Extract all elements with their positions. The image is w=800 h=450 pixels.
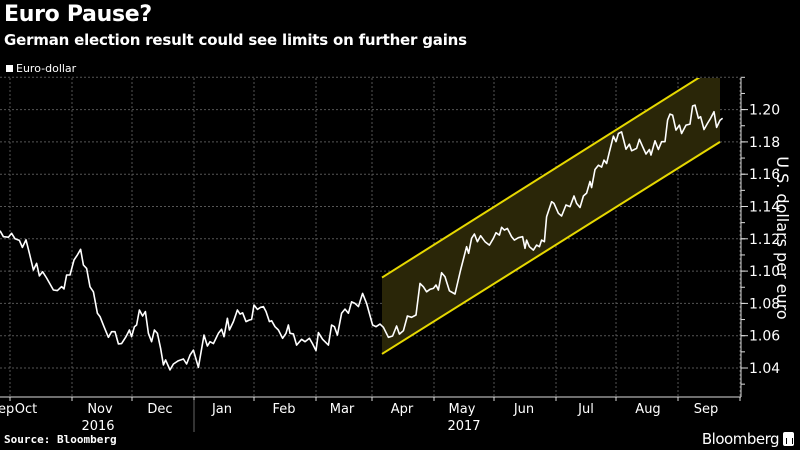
y-tick-label: 1.08 xyxy=(749,296,780,312)
bloomberg-terminal-icon xyxy=(783,432,794,446)
legend-swatch xyxy=(6,65,13,72)
y-tick-label: 1.04 xyxy=(749,361,780,377)
legend-label: Euro-dollar xyxy=(16,62,77,75)
x-tick-label: Nov xyxy=(87,402,113,417)
y-tick-label: 1.18 xyxy=(749,135,780,151)
x-tick-label: Dec xyxy=(147,402,172,417)
y-tick-label: 1.12 xyxy=(749,232,780,248)
x-tick-label: Sep xyxy=(0,402,14,417)
x-tick-label: May xyxy=(449,402,476,417)
y-tick-label: 1.14 xyxy=(749,200,780,216)
x-tick-label: Oct xyxy=(15,402,37,417)
trend-channel xyxy=(381,78,721,355)
legend: Euro-dollar xyxy=(6,62,76,75)
y-axis: 1.04 1.06 1.08 1.10 1.12 1.14 1.16 1.18 1.20 xyxy=(740,76,780,397)
series-line-euro-dollar xyxy=(0,104,724,371)
brand-name: Bloomberg xyxy=(701,430,780,448)
channel-upper-line xyxy=(381,78,701,279)
source-note: Source: Bloomberg xyxy=(4,433,117,446)
x-axis: SepOctNovDecJanFebMarAprMayJunJulAugSep2… xyxy=(0,396,741,434)
channel-fill xyxy=(382,78,720,354)
x-tick-label: Jun xyxy=(513,402,534,417)
x-tick-label: Aug xyxy=(635,402,660,417)
y-tick-label: 1.10 xyxy=(749,264,780,280)
y-axis-label: U.S. dollars per euro xyxy=(773,156,792,319)
x-tick-label: Feb xyxy=(272,402,295,417)
y-tick-label: 1.20 xyxy=(749,103,780,119)
x-year-label: 2016 xyxy=(81,419,114,434)
series-euro-dollar xyxy=(0,104,724,371)
channel-lower-line xyxy=(381,141,721,355)
x-tick-label: Apr xyxy=(391,402,414,417)
x-tick-label: Mar xyxy=(330,402,355,417)
bloomberg-logo: Bloomberg xyxy=(702,430,794,448)
x-tick-label: Jan xyxy=(211,402,232,417)
chart-subtitle: German election result could see limits … xyxy=(4,31,467,49)
y-tick-label: 1.16 xyxy=(749,167,780,183)
x-tick-label: Jul xyxy=(577,402,594,417)
chart-title: Euro Pause? xyxy=(4,2,152,27)
y-tick-label: 1.06 xyxy=(749,329,780,345)
x-year-label: 2017 xyxy=(447,419,480,434)
x-tick-label: Sep xyxy=(694,402,719,417)
